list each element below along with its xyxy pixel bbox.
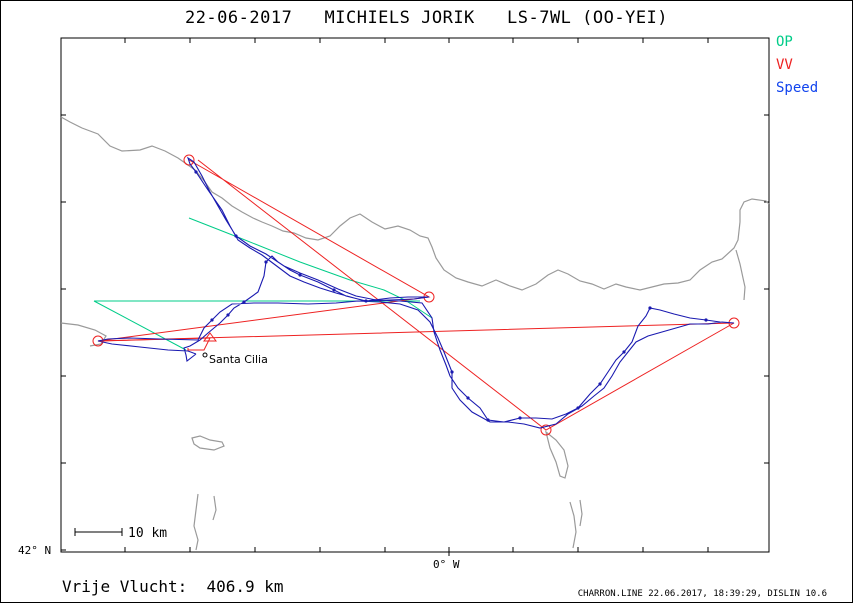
track-fix-16 [210, 318, 214, 322]
flight-track-main [97, 156, 735, 429]
legend-op: OP [776, 34, 793, 50]
track-fix-5 [332, 288, 336, 292]
border-lines [60, 116, 770, 551]
border-line-east [735, 249, 746, 301]
border-line-west [60, 322, 107, 347]
border-line-main [60, 116, 770, 291]
track-fix-2 [242, 300, 246, 304]
track-fix-18 [194, 170, 198, 174]
track-fix-12 [598, 382, 602, 386]
santa-cilia-marker [202, 352, 208, 358]
river-1 [193, 493, 199, 551]
legend-speed-label: Speed [776, 80, 819, 96]
start-triangle [203, 332, 217, 342]
scale-bar [74, 528, 123, 536]
op-route-line [188, 217, 433, 319]
track-fixes [194, 170, 708, 422]
scale-label: 10 km [128, 526, 168, 541]
track-fix-13 [622, 350, 626, 354]
river-4 [579, 499, 583, 527]
river-2 [212, 495, 217, 521]
track-fix-11 [576, 406, 580, 410]
legend-op-label: OP [776, 34, 793, 50]
lat-label: 42° N [18, 544, 52, 557]
op-route [93, 217, 433, 351]
distance-summary: Vrije Vlucht: 406.9 km [62, 577, 284, 596]
track-fix-6 [364, 299, 368, 303]
turnpoint-circle-1 [183, 154, 195, 166]
lake-south [544, 430, 569, 479]
place-label-santa-cilia: Santa Cilia [209, 353, 268, 366]
track-fix-1 [226, 313, 230, 317]
credit-text: CHARRON.LINE 22.06.2017, 18:39:29, DISLI… [577, 589, 827, 599]
axis-ticks [61, 38, 769, 556]
map-frame [60, 37, 770, 553]
lon-label: 0° W [433, 558, 460, 571]
legend-speed: Speed [776, 80, 818, 96]
vv-route [97, 159, 735, 431]
track-fix-4 [298, 273, 302, 277]
turnpoints [92, 154, 740, 436]
page-title: 22-06-2017 MICHIELS JORIK LS-7WL (OO-YEI… [184, 8, 669, 28]
lake-1 [191, 435, 225, 451]
track-fix-8 [466, 396, 470, 400]
track-fix-15 [704, 318, 708, 322]
flight-track [97, 156, 735, 429]
vv-route-line [97, 159, 735, 431]
track-fix-14 [648, 306, 652, 310]
turnpoint-circle-5 [540, 424, 552, 436]
track-fix-9 [486, 418, 490, 422]
track-fix-3 [264, 260, 268, 264]
turnpoint-circle-3 [92, 335, 104, 347]
legend-vv-label: VV [776, 57, 793, 73]
op-route-line-3 [93, 300, 187, 351]
track-fix-7 [450, 370, 454, 374]
river-3 [569, 501, 577, 549]
track-fix-17 [234, 234, 238, 238]
track-fix-10 [518, 416, 522, 420]
legend-vv: VV [776, 57, 793, 73]
